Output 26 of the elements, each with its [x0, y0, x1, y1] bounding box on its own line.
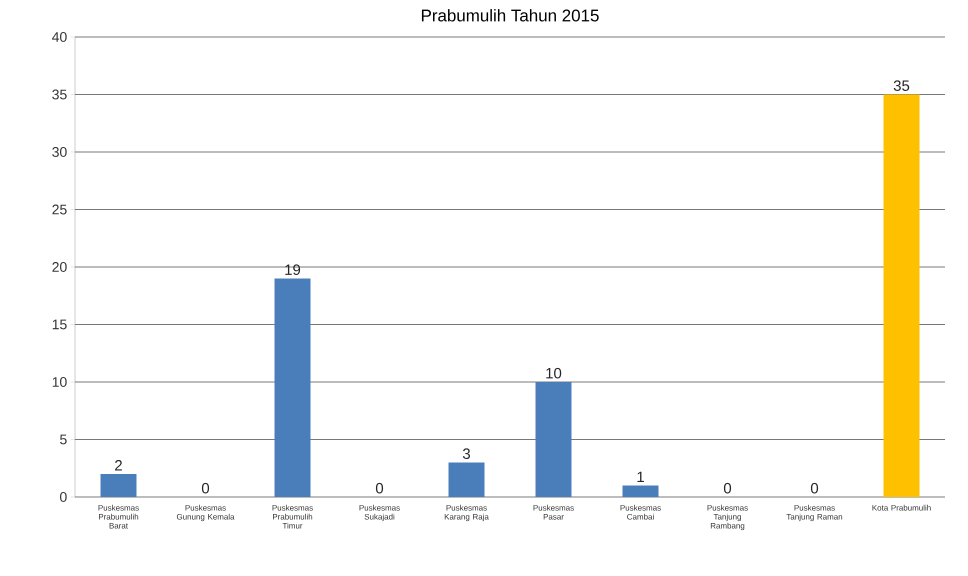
data-label: 2: [115, 460, 122, 470]
data-label: 1: [637, 472, 644, 482]
bar: [536, 382, 572, 497]
bar: [100, 474, 136, 497]
data-label: 0: [724, 482, 732, 494]
bar: [274, 278, 311, 497]
y-tick-label: 35: [52, 90, 67, 100]
data-label: 0: [202, 482, 210, 494]
data-label: 19: [285, 264, 300, 275]
data-label: 10: [546, 368, 562, 378]
y-tick-label: 5: [60, 434, 67, 444]
y-tick-label: 25: [52, 204, 67, 214]
y-tick-label: 10: [52, 377, 67, 387]
y-tick-label: 0: [60, 492, 67, 502]
y-tick-label: 40: [52, 32, 67, 42]
y-tick-label: 20: [52, 262, 67, 272]
chart-title: Prabumulih Tahun 2015: [422, 9, 599, 22]
data-label: 0: [376, 482, 384, 494]
data-label: 35: [894, 80, 910, 91]
y-tick-label: 30: [52, 147, 67, 157]
data-label: 3: [462, 448, 470, 459]
data-label: 0: [810, 482, 818, 494]
bar: [884, 94, 920, 497]
bar: [622, 486, 659, 497]
bar: [448, 462, 485, 497]
y-tick-label: 15: [52, 320, 67, 330]
